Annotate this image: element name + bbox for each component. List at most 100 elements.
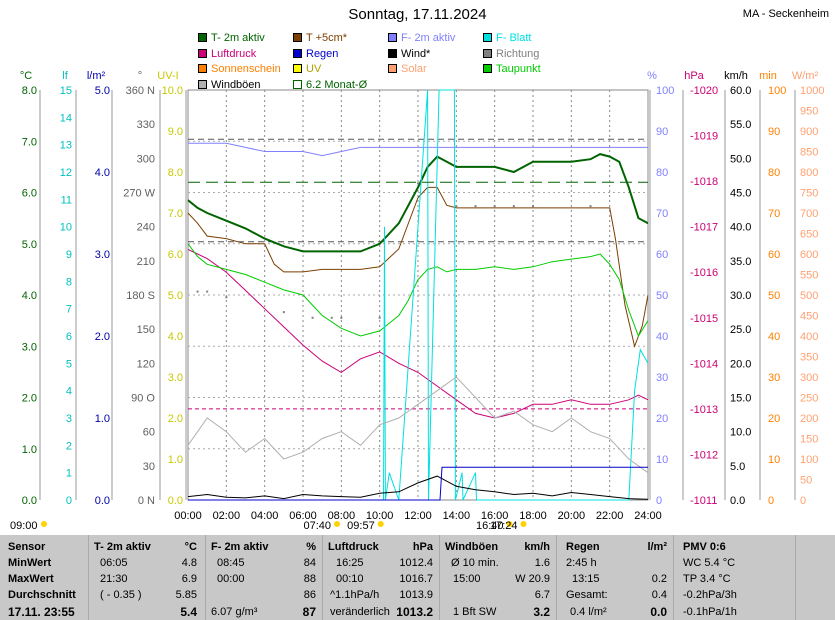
- legend-label: 6.2 Monat-Ø: [306, 78, 368, 91]
- legend-label: Luftdruck: [211, 47, 257, 60]
- press-unit: hPa: [412, 541, 433, 553]
- x-tick-label: 12:00: [404, 510, 432, 522]
- axis-tick-uv: 1.0: [168, 454, 183, 466]
- axis-tick-wind: 5.0: [730, 461, 745, 473]
- sun-marker-icon: [506, 521, 513, 527]
- x-tick-label: 16:00: [481, 510, 509, 522]
- axis-tick-solar: 850: [800, 147, 818, 159]
- axis-tick-sun: 30: [768, 372, 780, 384]
- axis-tick-solar: 300: [800, 372, 818, 384]
- sun-marker-icon: [41, 521, 47, 527]
- axis-tick-uv: 4.0: [168, 331, 183, 343]
- axis-unit-wind: km/h: [724, 70, 748, 82]
- series-line-regen: [188, 466, 648, 501]
- chart-title: Sonntag, 17.11.2024: [348, 6, 487, 23]
- legend-swatch: [198, 64, 207, 73]
- axis-tick-dir: 180 S: [126, 290, 155, 302]
- legend-item: Taupunkt: [483, 62, 541, 78]
- series-point-richtung: [474, 205, 477, 208]
- x-tick-label: 24:00: [634, 510, 662, 522]
- axis-tick-leaf: 11: [61, 194, 72, 206]
- axis-tick-rain: 5.0: [95, 85, 110, 97]
- temp-max-time: 21:30: [100, 573, 128, 585]
- series-point-richtung: [417, 182, 419, 185]
- axis-tick-uv: 7.0: [168, 208, 183, 220]
- temp-max-value: 6.9: [181, 573, 197, 585]
- axis-tick-temp: 2.0: [22, 393, 37, 405]
- wind-max-time: 15:00: [453, 573, 481, 585]
- legend-swatch: [483, 64, 492, 73]
- rain-unit: l/m²: [647, 541, 667, 553]
- x-tick-label: 06:00: [289, 510, 317, 522]
- axis-tick-solar: 800: [800, 167, 818, 179]
- label-sensor: Sensor: [8, 541, 46, 553]
- axis-tick-sun: 70: [768, 208, 780, 220]
- x-tick-label: 02:00: [213, 510, 241, 522]
- legend-swatch: [293, 64, 302, 73]
- legend-swatch: [293, 79, 302, 89]
- press-min-value: 1012.4: [399, 557, 433, 569]
- axis-tick-hum: 50: [656, 290, 668, 302]
- axis-unit-press: hPa: [684, 70, 704, 82]
- axis-tick-dir: 300: [137, 153, 155, 165]
- axis-tick-dir: 120: [137, 358, 155, 370]
- hum-head: F- 2m aktiv: [211, 541, 269, 553]
- series-line-wind-: [187, 475, 649, 500]
- axis-tick-dir: 360 N: [126, 85, 155, 97]
- label-avg: Durchschnitt: [8, 589, 76, 601]
- axis-tick-solar: 400: [800, 331, 818, 343]
- rain-total-label: Gesamt:: [566, 589, 608, 601]
- axis-tick-leaf: 9: [66, 249, 72, 261]
- x-tick-label: 04:00: [251, 510, 279, 522]
- press-max-value: 1016.7: [399, 573, 433, 585]
- x-tick-label: 10:00: [366, 510, 394, 522]
- wind-head: Windböen: [445, 541, 499, 553]
- axis-tick-dir: 0 N: [138, 495, 155, 507]
- col-pmv: PMV 0:6 WC 5.4 °C TP 3.4 °C -0.2hPa/3h -…: [673, 535, 796, 620]
- hum-min-time: 08:45: [217, 557, 245, 569]
- pmv-line-4: -0.1hPa/1h: [683, 606, 737, 618]
- legend-label: F- Blatt: [496, 32, 532, 44]
- axis-unit-leaf: lf: [62, 70, 68, 82]
- rain-total-value: 0.4: [651, 589, 667, 601]
- axis-tick-leaf: 6: [66, 331, 72, 343]
- axis-tick-wind: 35.0: [730, 256, 751, 268]
- label-now: 17.11. 23:55: [8, 605, 75, 619]
- temp-trend: ( - 0.35 ): [100, 589, 142, 601]
- press-avg-value: 1013.9: [399, 589, 433, 601]
- axis-tick-solar: 0: [800, 495, 806, 507]
- axis-tick-temp: 4.0: [22, 290, 37, 302]
- legend-item: Wind*: [388, 47, 430, 63]
- series-point-richtung: [589, 205, 592, 208]
- axis-tick-leaf: 10: [60, 222, 72, 234]
- axis-tick-wind: 60.0: [730, 85, 751, 97]
- axis-tick-wind: 10.0: [730, 427, 751, 439]
- axis-tick-hum: 40: [656, 331, 668, 343]
- label-min: MinWert: [8, 557, 52, 569]
- axis-tick-solar: 600: [800, 249, 818, 261]
- legend-item: T +5cm*: [293, 31, 347, 47]
- axis-tick-solar: 450: [800, 311, 818, 323]
- axis-tick-leaf: 14: [60, 112, 72, 124]
- axis-tick-leaf: 3: [66, 413, 72, 425]
- axis-tick-solar: 500: [800, 290, 818, 302]
- axis-tick-solar: 250: [800, 393, 818, 405]
- rain-max-time: 13:15: [572, 573, 600, 585]
- axis-unit-rain: l/m²: [87, 70, 106, 82]
- series-point-richtung: [330, 316, 333, 319]
- axis-tick-hum: 70: [656, 208, 668, 220]
- axis-tick-rain: 4.0: [95, 167, 110, 179]
- axis-tick-rain: 0.0: [95, 495, 110, 507]
- series-point-richtung: [493, 205, 496, 208]
- axis-tick-sun: 0: [768, 495, 774, 507]
- wind-unit: km/h: [524, 541, 550, 553]
- axis-tick-uv: 3.0: [168, 372, 183, 384]
- axis-tick-temp: 3.0: [22, 341, 37, 353]
- axis-tick-solar: 200: [800, 413, 818, 425]
- series-point-richtung: [340, 316, 343, 319]
- axis-tick-temp: 6.0: [22, 188, 37, 200]
- press-now-note: veränderlich: [330, 606, 390, 618]
- axis-unit-dir: °: [138, 70, 142, 82]
- wind-max-value: W 20.9: [515, 573, 550, 585]
- axis-tick-temp: 1.0: [22, 444, 37, 456]
